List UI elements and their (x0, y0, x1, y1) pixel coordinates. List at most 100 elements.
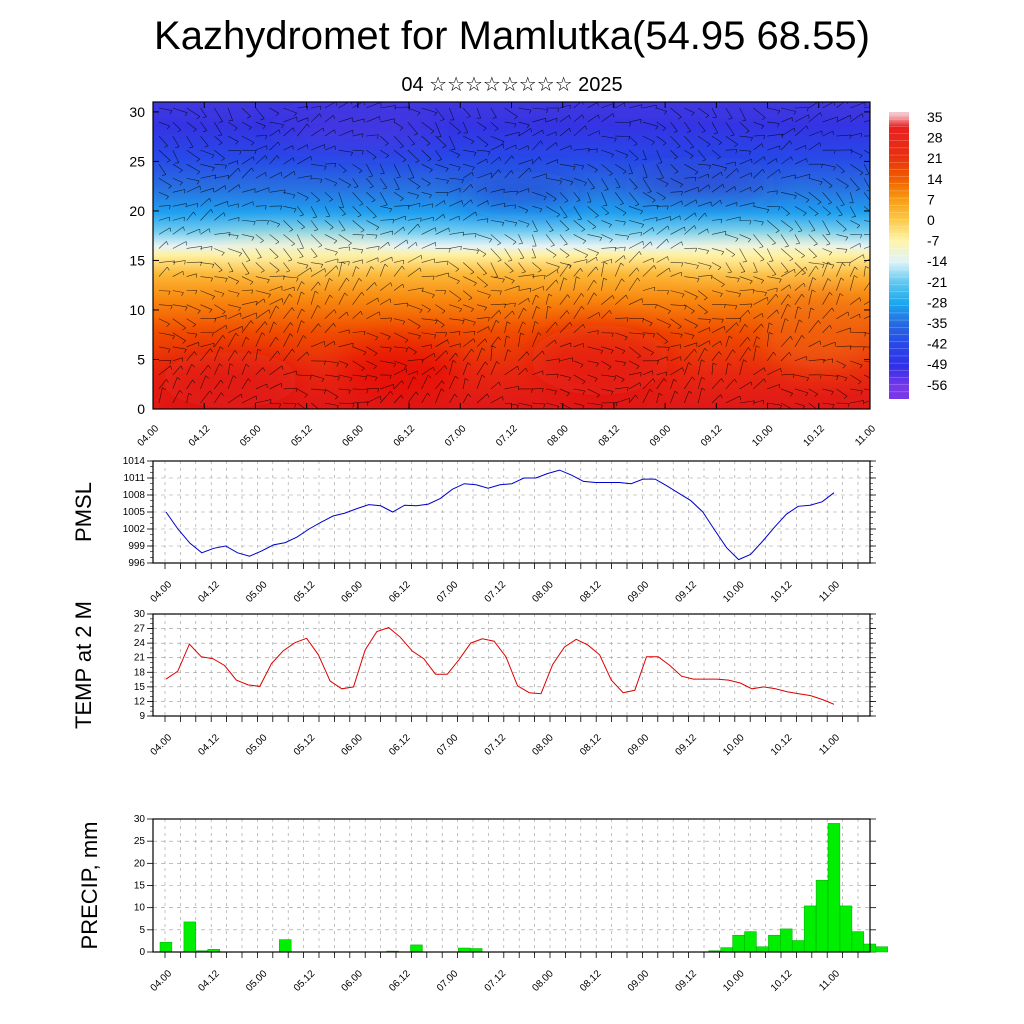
colorbar-label: -7 (927, 233, 940, 249)
x-tick-label: 10.12 (769, 968, 795, 994)
x-tick-label: 07.00 (435, 732, 461, 758)
precip-bar (768, 934, 781, 953)
x-tick-label: 08.00 (530, 968, 556, 994)
x-tick-label: 05.12 (292, 732, 318, 758)
precip-bar (792, 940, 805, 953)
chart-subtitle: 04 ☆☆☆☆☆☆☆☆ 2025 (401, 74, 623, 96)
y-tick-label: 25 (134, 836, 146, 847)
x-tick-label: 05.00 (244, 732, 270, 758)
precip-bar (720, 947, 733, 953)
y-tick-label: 1002 (123, 524, 146, 535)
x-tick-label: 05.00 (244, 968, 270, 994)
panel-frame (152, 613, 871, 717)
chart-title: Kazhydromet for Mamlutka(54.95 68.55) (154, 14, 870, 58)
precip-bar (410, 944, 423, 953)
y-tick-label: 0 (139, 947, 145, 958)
x-tick-label: 08.12 (578, 579, 604, 605)
heatmap-x-tick-label: 04.12 (187, 423, 213, 449)
x-tick-label: 05.12 (292, 579, 318, 605)
y-tick-label: 1014 (123, 456, 146, 467)
x-tick-label: 08.12 (578, 732, 604, 758)
heatmap-x-tick-label: 08.12 (597, 423, 623, 449)
heatmap-y-tick-label: 5 (137, 351, 145, 367)
y-tick-label: 27 (134, 624, 146, 635)
heatmap-y-tick-label: 10 (129, 302, 145, 318)
x-tick-label: 04.12 (196, 732, 222, 758)
x-tick-label: 08.12 (578, 968, 604, 994)
pmsl-panel: 996 999 1002 1005 1008 1011 1014 04.00 04.12 05.0… (71, 456, 876, 605)
precip-bar (780, 928, 793, 953)
heatmap-x-tick-label: 10.12 (801, 423, 827, 449)
x-tick-label: 04.00 (149, 968, 175, 994)
x-tick-label: 07.12 (483, 732, 509, 758)
heatmap-y-tick-label: 15 (129, 252, 145, 268)
y-tick-label: 1005 (123, 507, 146, 518)
heatmap-x-tick-label: 04.00 (136, 423, 162, 449)
colorbar-label: -35 (927, 315, 947, 331)
y-axis-label: TEMP at 2 M (71, 601, 96, 729)
x-tick-label: 04.00 (149, 579, 175, 605)
heatmap-x-tick-label: 10.00 (750, 423, 776, 449)
series-line (165, 627, 835, 705)
colorbar-label: -28 (927, 294, 947, 310)
heatmap-x-tick-label: 09.12 (699, 423, 725, 449)
heatmap-x-tick-label: 09.00 (648, 423, 674, 449)
colorbar-label: -56 (927, 377, 947, 393)
precip-bar (827, 823, 841, 953)
precip-bar (815, 879, 829, 953)
precip-bar (744, 931, 757, 953)
y-tick-label: 1008 (123, 490, 146, 501)
y-tick-label: 996 (128, 558, 145, 569)
precip-bar (183, 921, 197, 953)
precip-bar (803, 905, 817, 953)
y-tick-label: 12 (134, 696, 146, 707)
y-tick-label: 18 (134, 667, 146, 678)
colorbar-label: 21 (927, 150, 943, 166)
heatmap-y-tick-label: 20 (129, 203, 145, 219)
precip-bar (159, 941, 173, 953)
x-tick-label: 06.12 (387, 968, 413, 994)
heatmap-y-tick-label: 25 (129, 153, 145, 169)
x-tick-label: 09.00 (626, 579, 652, 605)
precip-bar (875, 946, 888, 953)
precip-bar (839, 905, 853, 953)
x-tick-label: 09.00 (626, 732, 652, 758)
y-axis-label: PMSL (71, 482, 96, 542)
colorbar-label: -21 (927, 274, 947, 290)
colorbar-label: 28 (927, 130, 943, 146)
y-tick-label: 20 (134, 858, 146, 869)
x-tick-label: 10.00 (721, 732, 747, 758)
y-tick-label: 999 (128, 541, 145, 552)
heatmap-x-tick-label: 08.00 (545, 423, 571, 449)
heatmap-x-tick-label: 07.00 (443, 423, 469, 449)
x-tick-label: 09.12 (674, 732, 700, 758)
precip-panel: 0 5 10 15 20 25 30 04.00 04.12 05.00 05.12 06.00 06.… (77, 814, 888, 994)
y-axis-label: PRECIP, mm (77, 822, 102, 950)
heatmap-y-tick-label: 30 (129, 104, 145, 120)
x-tick-label: 04.12 (196, 579, 222, 605)
panel-frame (152, 818, 871, 953)
x-tick-label: 09.12 (674, 579, 700, 605)
heatmap-y-tick-label: 0 (137, 401, 145, 417)
y-tick-label: 9 (139, 711, 145, 722)
heatmap-x-tick-label: 06.12 (392, 423, 418, 449)
x-tick-label: 11.00 (817, 732, 842, 757)
heatmap-x-tick-label: 05.00 (238, 423, 264, 449)
y-tick-label: 5 (139, 925, 145, 936)
temp-panel: 9 12 15 18 21 24 27 30 04.00 04.12 05.00 05.12 06.00… (71, 601, 876, 758)
x-tick-label: 09.12 (674, 968, 700, 994)
y-tick-label: 1011 (123, 473, 145, 484)
precip-bar (756, 946, 769, 953)
x-tick-label: 10.00 (721, 968, 747, 994)
y-tick-label: 15 (134, 682, 146, 693)
heatmap-x-tick-label: 05.12 (289, 423, 315, 449)
heatmap-x-tick-label: 06.00 (341, 423, 367, 449)
x-tick-label: 06.00 (340, 732, 366, 758)
colorbar-label: -49 (927, 356, 947, 372)
precip-bar (732, 934, 745, 953)
precip-bar (851, 931, 865, 953)
x-tick-label: 10.00 (721, 579, 747, 605)
colorbar-label: 35 (927, 109, 943, 125)
x-tick-label: 05.12 (292, 968, 318, 994)
